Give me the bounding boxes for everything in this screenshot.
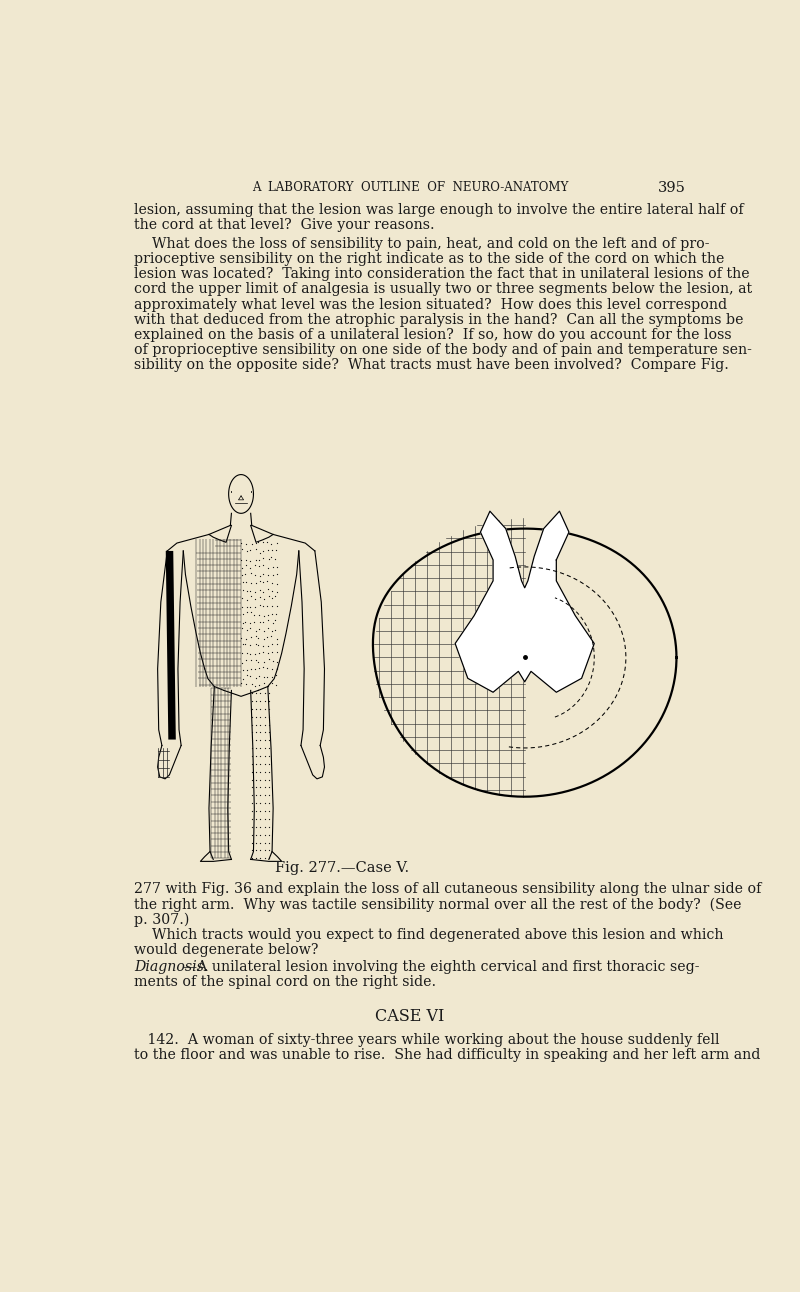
Text: A  LABORATORY  OUTLINE  OF  NEURO-ANATOMY: A LABORATORY OUTLINE OF NEURO-ANATOMY: [252, 181, 568, 194]
Text: p. 307.): p. 307.): [134, 912, 190, 928]
Text: the right arm.  Why was tactile sensibility normal over all the rest of the body: the right arm. Why was tactile sensibili…: [134, 898, 742, 912]
Polygon shape: [455, 512, 594, 693]
Text: sibility on the opposite side?  What tracts must have been involved?  Compare Fi: sibility on the opposite side? What trac…: [134, 358, 729, 372]
Text: lesion was located?  Taking into consideration the fact that in unilateral lesio: lesion was located? Taking into consider…: [134, 267, 750, 282]
Text: What does the loss of sensibility to pain, heat, and cold on the left and of pro: What does the loss of sensibility to pai…: [134, 236, 710, 251]
Text: Which tracts would you expect to find degenerated above this lesion and which: Which tracts would you expect to find de…: [134, 928, 724, 942]
Text: CASE VI: CASE VI: [375, 1009, 445, 1026]
Text: 142.  A woman of sixty-three years while working about the house suddenly fell: 142. A woman of sixty-three years while …: [134, 1032, 720, 1047]
Text: with that deduced from the atrophic paralysis in the hand?  Can all the symptoms: with that deduced from the atrophic para…: [134, 313, 744, 327]
Text: of proprioceptive sensibility on one side of the body and of pain and temperatur: of proprioceptive sensibility on one sid…: [134, 342, 752, 357]
Text: approximately what level was the lesion situated?  How does this level correspon: approximately what level was the lesion …: [134, 297, 727, 311]
Text: 277 with Fig. 36 and explain the loss of all cutaneous sensibility along the uln: 277 with Fig. 36 and explain the loss of…: [134, 882, 762, 897]
Text: the cord at that level?  Give your reasons.: the cord at that level? Give your reason…: [134, 218, 434, 231]
Text: Fig. 277.—Case V.: Fig. 277.—Case V.: [274, 862, 409, 876]
Text: Diagnosis.: Diagnosis.: [134, 960, 209, 974]
Text: 395: 395: [658, 181, 686, 195]
Polygon shape: [166, 550, 176, 739]
Text: cord the upper limit of analgesia is usually two or three segments below the les: cord the upper limit of analgesia is usu…: [134, 283, 752, 296]
Text: would degenerate below?: would degenerate below?: [134, 943, 318, 957]
Text: prioceptive sensibility on the right indicate as to the side of the cord on whic: prioceptive sensibility on the right ind…: [134, 252, 725, 266]
Text: explained on the basis of a unilateral lesion?  If so, how do you account for th: explained on the basis of a unilateral l…: [134, 328, 732, 342]
Text: —A unilateral lesion involving the eighth cervical and first thoracic seg-: —A unilateral lesion involving the eight…: [183, 960, 699, 974]
Text: ments of the spinal cord on the right side.: ments of the spinal cord on the right si…: [134, 975, 436, 990]
Text: to the floor and was unable to rise.  She had difficulty in speaking and her lef: to the floor and was unable to rise. She…: [134, 1048, 761, 1062]
Text: lesion, assuming that the lesion was large enough to involve the entire lateral : lesion, assuming that the lesion was lar…: [134, 203, 744, 217]
